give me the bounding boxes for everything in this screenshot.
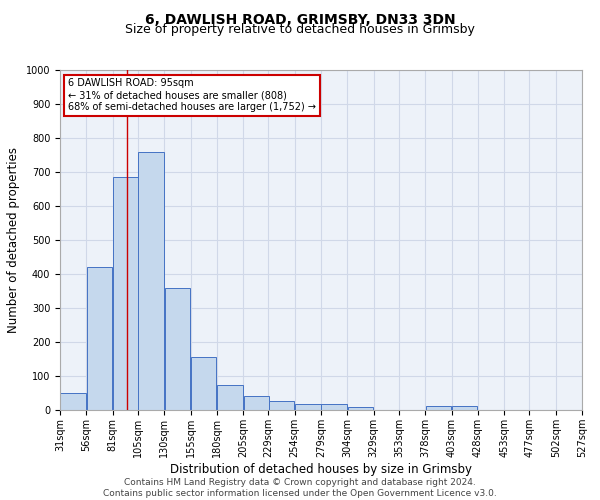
Bar [452, 406, 478, 410]
Text: Contains HM Land Registry data © Crown copyright and database right 2024.
Contai: Contains HM Land Registry data © Crown c… [103, 478, 497, 498]
Y-axis label: Number of detached properties: Number of detached properties [7, 147, 20, 333]
Text: 6 DAWLISH ROAD: 95sqm
← 31% of detached houses are smaller (808)
68% of semi-det: 6 DAWLISH ROAD: 95sqm ← 31% of detached … [68, 78, 316, 112]
Bar [244, 396, 269, 410]
Bar [269, 401, 294, 410]
Bar [295, 404, 320, 410]
Bar [322, 404, 347, 410]
Bar [87, 266, 112, 410]
Bar [217, 384, 243, 410]
Bar [425, 406, 451, 410]
Bar [348, 406, 373, 410]
Bar [139, 152, 164, 410]
Text: 6, DAWLISH ROAD, GRIMSBY, DN33 3DN: 6, DAWLISH ROAD, GRIMSBY, DN33 3DN [145, 12, 455, 26]
Text: Size of property relative to detached houses in Grimsby: Size of property relative to detached ho… [125, 22, 475, 36]
Bar [113, 177, 139, 410]
Bar [191, 358, 217, 410]
X-axis label: Distribution of detached houses by size in Grimsby: Distribution of detached houses by size … [170, 462, 472, 475]
Bar [61, 393, 86, 410]
Bar [164, 288, 190, 410]
